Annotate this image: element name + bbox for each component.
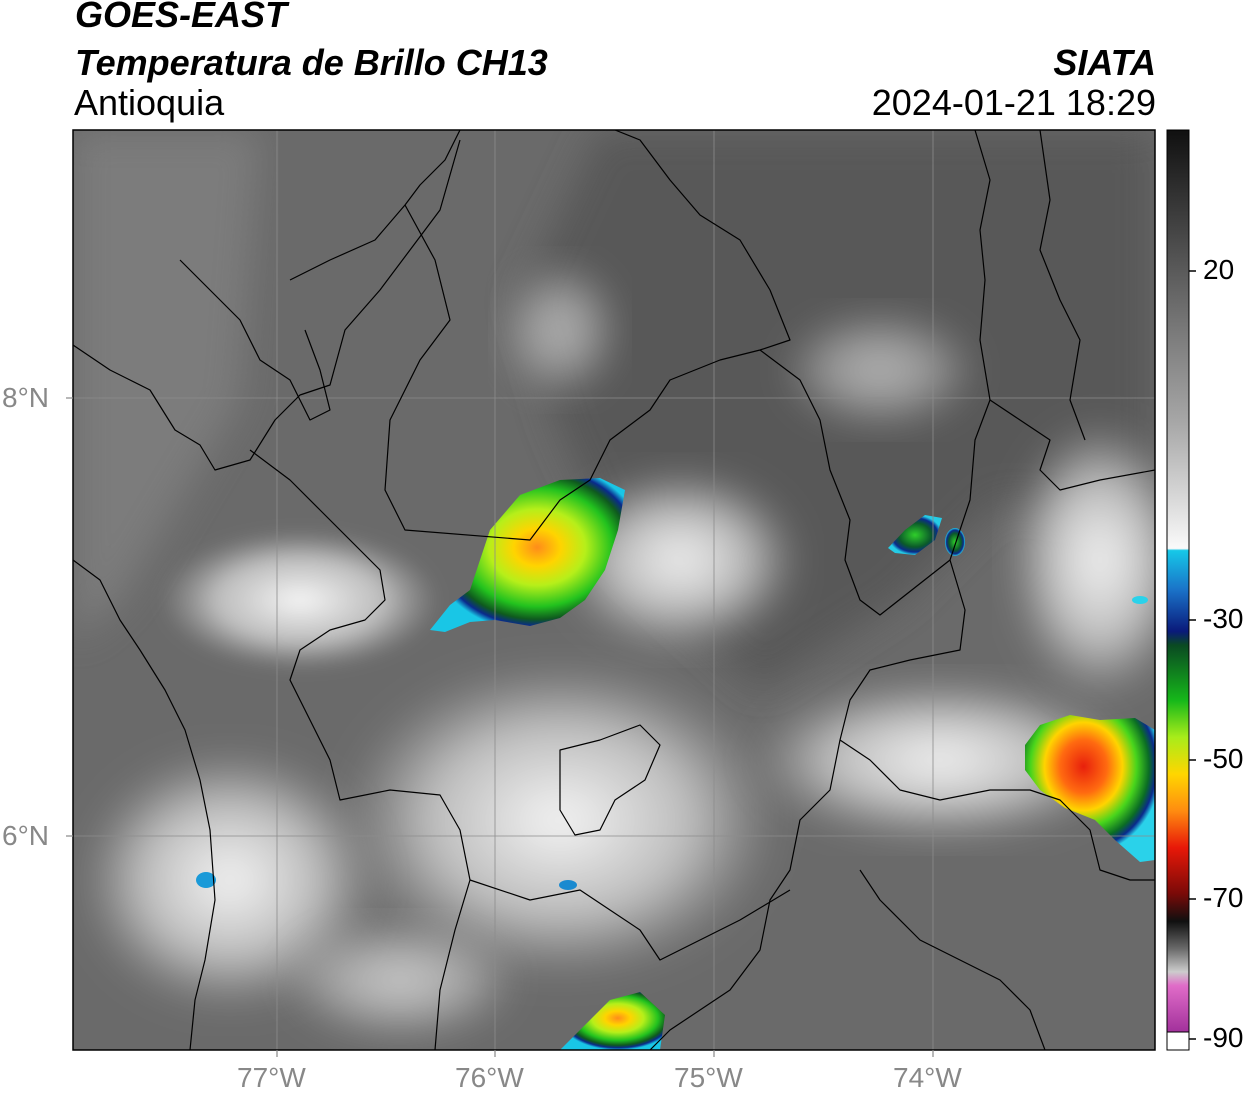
- dept-border-east: [1039, 130, 1086, 441]
- dept-border-santander: [649, 559, 966, 1050]
- lon-label: 77°W: [237, 1062, 306, 1093]
- colorbar: [1166, 129, 1190, 1051]
- storm-cell-east: [1025, 715, 1155, 862]
- lon-label: 74°W: [893, 1062, 962, 1093]
- storm-cell-central: [430, 478, 625, 632]
- storm-cell-tiny: [196, 872, 216, 888]
- storm-cell-tiny: [559, 880, 577, 890]
- lon-label: 75°W: [674, 1062, 743, 1093]
- dept-border-cesar: [989, 399, 1155, 491]
- colorbar-ticks: [1189, 270, 1196, 1040]
- colorbar-label: -90: [1203, 1022, 1244, 1053]
- satellite-title: GOES-EAST: [75, 0, 288, 35]
- cloud-field: [160, 530, 440, 670]
- enclave-border: [559, 724, 661, 836]
- region-label: Antioquia: [74, 82, 225, 123]
- lat-label: 8°N: [2, 382, 49, 413]
- colorbar-label: -50: [1203, 743, 1244, 774]
- lon-label: 76°W: [455, 1062, 524, 1093]
- graticule: [73, 130, 1155, 1050]
- cloud-field: [340, 660, 780, 980]
- pacific-region: [73, 130, 260, 640]
- product-title: Temperatura de Brillo CH13: [75, 42, 548, 83]
- cloud-field: [780, 310, 980, 430]
- storm-cell-tiny: [1132, 596, 1148, 604]
- colorbar-label: -30: [1203, 603, 1244, 634]
- axis-ticks: [66, 397, 934, 1057]
- colorbar-under-swatch: [1166, 1031, 1190, 1051]
- dept-border-cordoba: [384, 130, 791, 541]
- dept-border-choco: [249, 449, 471, 1050]
- storm-cell-small: [888, 515, 942, 555]
- cloud-field: [280, 920, 520, 1040]
- lat-label: 6°N: [2, 820, 49, 851]
- dept-border-caldas: [469, 879, 791, 961]
- map-frame: [72, 129, 1156, 1051]
- map-canvas: [73, 130, 1155, 1050]
- dept-border-cundinamarca: [859, 869, 1046, 1050]
- coastline-uraba: [73, 139, 461, 471]
- dept-border-boyaca: [839, 739, 1155, 881]
- storm-cell-small: [945, 528, 965, 556]
- coastline-gulf: [179, 259, 331, 421]
- timestamp-label: 2024-01-21 18:29: [871, 82, 1156, 123]
- colorbar-label: 20: [1203, 254, 1235, 285]
- borders: [73, 130, 1155, 1050]
- coastline-pacific: [73, 559, 216, 1050]
- agency-label: SIATA: [1053, 42, 1156, 83]
- cloud-field: [500, 260, 620, 400]
- storm-cell-south: [560, 992, 665, 1050]
- cloud-field: [1010, 420, 1155, 700]
- colorbar-label: -70: [1203, 882, 1244, 913]
